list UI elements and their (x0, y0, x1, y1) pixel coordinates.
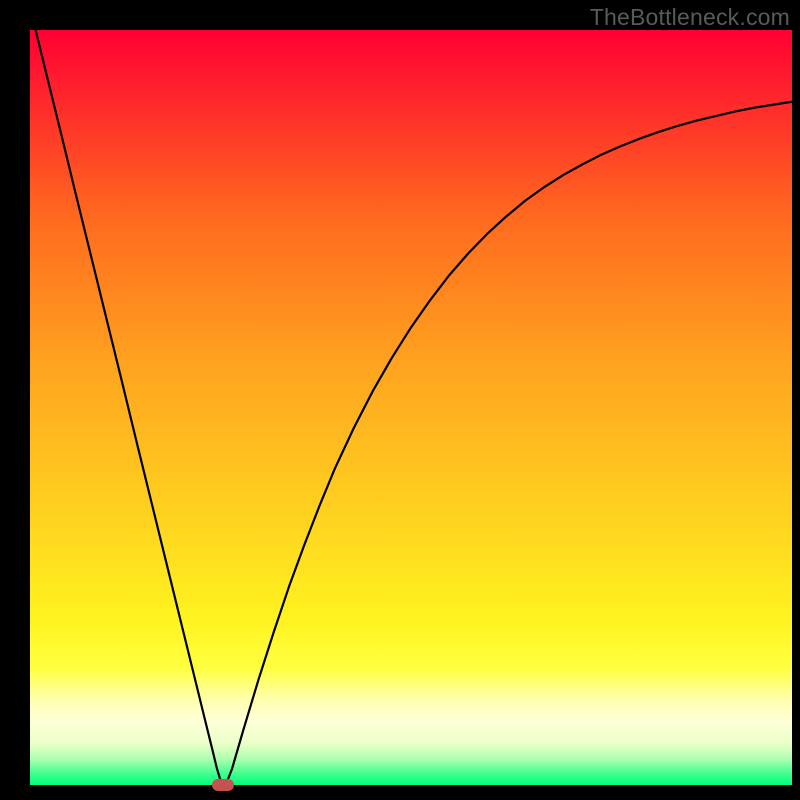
bottleneck-curve (30, 30, 792, 785)
plot-area (30, 30, 792, 785)
curve-path (30, 30, 792, 785)
watermark-text: TheBottleneck.com (590, 4, 790, 31)
bottleneck-chart: TheBottleneck.com (0, 0, 800, 800)
optimal-point-marker (212, 779, 234, 791)
